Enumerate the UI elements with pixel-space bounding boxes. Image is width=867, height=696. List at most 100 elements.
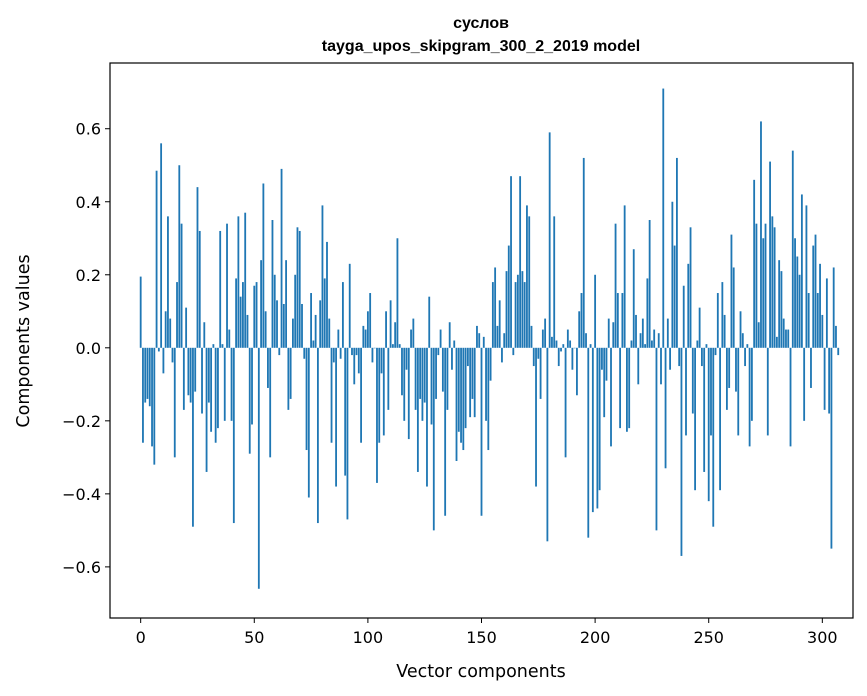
bar (153, 347, 156, 465)
bar (478, 333, 481, 348)
bar (185, 307, 188, 348)
plot-frame (109, 62, 854, 619)
y-tick-label: 0.0 (76, 339, 101, 358)
bar (648, 220, 651, 348)
bar (732, 267, 735, 348)
bar (825, 278, 828, 348)
bar (564, 347, 567, 458)
bar (364, 329, 367, 348)
bar (810, 347, 812, 388)
bar (314, 314, 317, 348)
bar (837, 347, 840, 356)
bar (242, 282, 244, 348)
bar (750, 347, 753, 421)
bar (455, 347, 458, 461)
bar (539, 347, 542, 399)
bar (626, 347, 628, 432)
bar (653, 329, 656, 348)
bar (641, 318, 644, 348)
bar (657, 333, 660, 348)
bar (316, 347, 319, 524)
bar (530, 325, 533, 348)
bar (357, 347, 360, 374)
x-tick-label: 0 (136, 628, 146, 647)
bar (694, 347, 696, 491)
bar (544, 318, 547, 348)
bar (362, 325, 365, 348)
bar (610, 347, 612, 447)
bar (714, 347, 717, 356)
bar (794, 238, 796, 348)
bar (678, 347, 681, 367)
y-axis-ticks: −0.6 −0.4 −0.2 0.0 0.2 0.4 0.6 (62, 120, 110, 577)
bar (521, 271, 524, 348)
bar (823, 347, 826, 410)
bar (553, 216, 556, 348)
bar (528, 216, 531, 348)
bar (730, 234, 733, 348)
bar (244, 212, 247, 348)
bar (428, 296, 431, 348)
y-tick-label: 0.4 (76, 193, 101, 212)
bar (196, 187, 199, 348)
bar (494, 267, 497, 348)
bar (785, 329, 787, 348)
bar (391, 344, 394, 348)
bar (557, 347, 560, 367)
bar (778, 260, 781, 348)
bar (537, 347, 540, 359)
bar (737, 347, 740, 436)
bar (662, 88, 665, 348)
bar (719, 347, 721, 491)
bar (230, 347, 233, 421)
bar (464, 347, 467, 429)
bar (628, 347, 631, 429)
bar (396, 238, 399, 348)
bar (146, 347, 149, 399)
bar (355, 347, 358, 356)
bar (698, 307, 701, 348)
bar (637, 347, 640, 385)
bar (139, 276, 142, 348)
bar (301, 303, 303, 348)
bar (426, 347, 428, 487)
bar (182, 347, 185, 410)
bar (630, 340, 633, 348)
bar (760, 121, 762, 348)
bar (580, 293, 583, 348)
bar (305, 347, 308, 451)
bar (748, 347, 751, 447)
bar (660, 347, 662, 385)
bar (323, 278, 326, 348)
bar (503, 333, 506, 348)
bar (248, 347, 251, 454)
bar (816, 293, 819, 348)
bar (682, 285, 685, 348)
bar (601, 347, 603, 370)
bar (646, 278, 649, 348)
bar (351, 347, 353, 356)
bar (780, 271, 783, 348)
bar (596, 347, 599, 509)
bar (735, 347, 737, 392)
bar (589, 344, 592, 348)
bar (512, 347, 515, 356)
bar (753, 179, 756, 348)
bar (587, 347, 590, 538)
bar (473, 347, 476, 418)
bar (830, 347, 833, 549)
bar (378, 347, 381, 443)
bar (585, 333, 587, 348)
bar (510, 176, 512, 348)
bar (437, 347, 440, 356)
bar (237, 216, 240, 348)
x-tick-label: 100 (353, 628, 384, 647)
bar (257, 347, 260, 589)
bar (453, 340, 456, 348)
bar (294, 274, 297, 348)
bar (741, 333, 744, 348)
bar (398, 344, 401, 348)
bar (226, 223, 228, 348)
bar (519, 176, 522, 348)
y-tick-label: 0.6 (76, 120, 101, 139)
